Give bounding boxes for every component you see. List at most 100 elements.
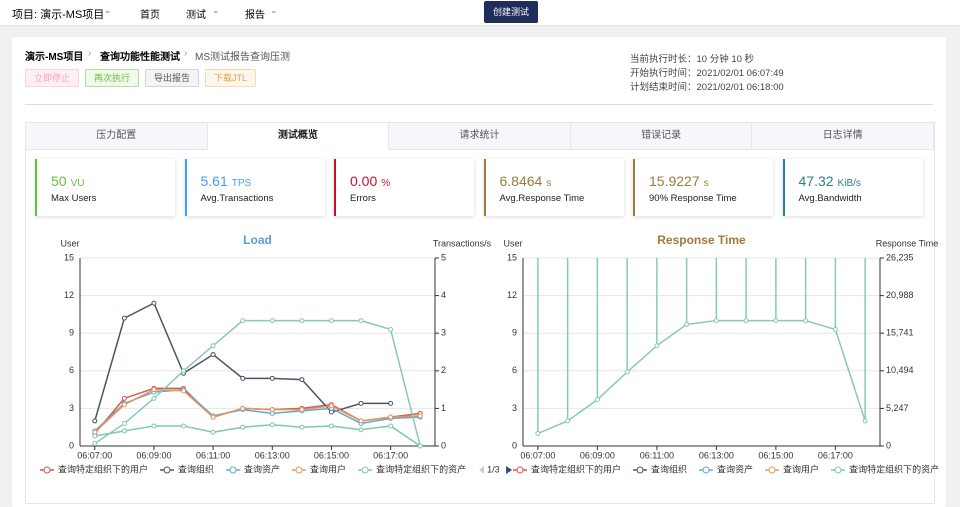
tab[interactable]: 压力配置 bbox=[26, 123, 208, 150]
y2-tick-label: 3 bbox=[441, 328, 446, 338]
legend-dot bbox=[702, 466, 710, 474]
series-line bbox=[537, 319, 866, 435]
run-info: 计划结束时间：2021/02/01 06:18:00 bbox=[630, 82, 784, 93]
point bbox=[862, 418, 868, 424]
stat-card: 5.61 TPS Avg.Transactions bbox=[184, 159, 325, 216]
series-line bbox=[94, 388, 421, 432]
stat-label: Avg.Response Time bbox=[499, 193, 585, 204]
tab[interactable]: 请求统计 bbox=[389, 123, 571, 150]
point bbox=[269, 375, 275, 381]
point bbox=[358, 418, 364, 424]
stat-value: 0.00% bbox=[350, 173, 391, 189]
rerun-button[interactable]: 再次执行 bbox=[85, 69, 140, 87]
point bbox=[240, 424, 246, 430]
legend-dot bbox=[834, 466, 842, 474]
project-selector[interactable]: 项目: 演示-MS项目 bbox=[12, 9, 105, 21]
stop-button[interactable]: 立即停止 bbox=[25, 69, 80, 87]
x-tick-label: 06:13:00 bbox=[699, 450, 734, 460]
x-tick-label: 06:09:00 bbox=[580, 450, 615, 460]
legend-dot bbox=[516, 466, 524, 474]
stat-card: 47.32 KiB/s Avg.Bandwidth bbox=[782, 159, 923, 216]
breadcrumb[interactable]: 查询功能性能测试 bbox=[100, 52, 180, 63]
point bbox=[358, 318, 364, 324]
y2-tick-label: 1 bbox=[441, 403, 446, 413]
point bbox=[151, 300, 157, 306]
x-tick-label: 06:17:00 bbox=[373, 450, 408, 460]
nav-item[interactable]: 测试 bbox=[186, 10, 206, 21]
point bbox=[832, 326, 838, 332]
stat-value: 6.8464 s bbox=[499, 173, 552, 189]
series-line bbox=[94, 319, 421, 447]
y2-tick-label: 4 bbox=[441, 290, 446, 300]
point bbox=[240, 318, 246, 324]
create-button[interactable]: 创建测试 bbox=[484, 1, 538, 23]
nav-item[interactable]: 报告 bbox=[245, 10, 265, 21]
legend-page: 1/3 bbox=[487, 464, 500, 474]
breadcrumb: MS测试报告查询压测 bbox=[195, 52, 290, 63]
y2-tick-label: 0 bbox=[886, 440, 891, 450]
caret: ⌄ bbox=[270, 5, 278, 15]
legend-dot bbox=[43, 466, 51, 474]
legend-next[interactable] bbox=[506, 466, 513, 474]
point bbox=[121, 402, 127, 408]
x-tick-label: 06:11:00 bbox=[640, 450, 674, 460]
legend-label: 查询组织 bbox=[178, 463, 214, 474]
tab[interactable]: 错误记录 bbox=[570, 123, 753, 150]
stat-card: 6.8464 s Avg.Response Time bbox=[483, 159, 624, 216]
point bbox=[358, 400, 364, 406]
y-tick-label: 0 bbox=[512, 440, 517, 450]
point bbox=[151, 423, 157, 429]
point bbox=[210, 429, 216, 435]
download-button[interactable]: 下载JTL bbox=[205, 69, 257, 87]
sep: › bbox=[184, 48, 188, 59]
stat-unit: % bbox=[381, 178, 391, 189]
run-info: 开始执行时间：2021/02/01 06:07:49 bbox=[630, 68, 784, 79]
stat-label: Avg.Transactions bbox=[200, 193, 274, 204]
point bbox=[654, 343, 660, 349]
point bbox=[358, 427, 364, 433]
legend-label: 查询特定组织下的资产 bbox=[376, 463, 466, 474]
breadcrumb[interactable]: 演示-MS项目 bbox=[25, 52, 84, 63]
y-tick-label: 9 bbox=[512, 328, 517, 338]
y-tick-label: 0 bbox=[69, 440, 74, 450]
y-tick-label: 3 bbox=[512, 403, 517, 413]
tab[interactable]: 日志详情 bbox=[752, 123, 934, 150]
point bbox=[803, 318, 809, 324]
x-tick-label: 06:15:00 bbox=[758, 450, 793, 460]
point bbox=[388, 423, 394, 429]
nav-item[interactable]: 首页 bbox=[140, 10, 160, 21]
x-tick-label: 06:07:00 bbox=[520, 450, 555, 460]
y2-tick-label: 20,988 bbox=[886, 290, 914, 300]
point bbox=[92, 440, 98, 446]
point bbox=[388, 400, 394, 406]
stat-value: 47.32 KiB/s bbox=[798, 173, 861, 189]
legend-dot bbox=[163, 466, 171, 474]
point bbox=[210, 352, 216, 358]
point bbox=[299, 407, 305, 413]
point bbox=[269, 422, 275, 428]
legend-prev[interactable] bbox=[479, 466, 485, 474]
x-tick-label: 06:11:00 bbox=[196, 450, 230, 460]
point bbox=[92, 418, 98, 424]
stat-unit: s bbox=[546, 178, 552, 189]
tab[interactable]: 测试概览 bbox=[207, 123, 390, 150]
y-axis-label: User bbox=[503, 238, 522, 248]
point bbox=[181, 368, 187, 374]
point bbox=[535, 430, 541, 436]
stat-label: Errors bbox=[350, 193, 376, 204]
y2-tick-label: 26,235 bbox=[886, 252, 914, 262]
stat-value: 5.61 TPS bbox=[200, 173, 252, 189]
point bbox=[210, 414, 216, 420]
stat-unit: s bbox=[703, 178, 709, 189]
point bbox=[388, 414, 394, 420]
legend-label: 查询特定组织下的用户 bbox=[531, 463, 621, 474]
y-tick-label: 15 bbox=[64, 252, 74, 262]
stat-unit: VU bbox=[70, 178, 85, 189]
legend-label: 查询用户 bbox=[783, 463, 819, 474]
x-tick-label: 06:13:00 bbox=[255, 450, 290, 460]
point bbox=[121, 420, 127, 426]
export-button[interactable]: 导出报告 bbox=[145, 69, 200, 87]
legend-label: 查询资产 bbox=[244, 463, 280, 474]
point bbox=[299, 318, 305, 324]
stat-card: 50 VU Max Users bbox=[35, 159, 175, 216]
